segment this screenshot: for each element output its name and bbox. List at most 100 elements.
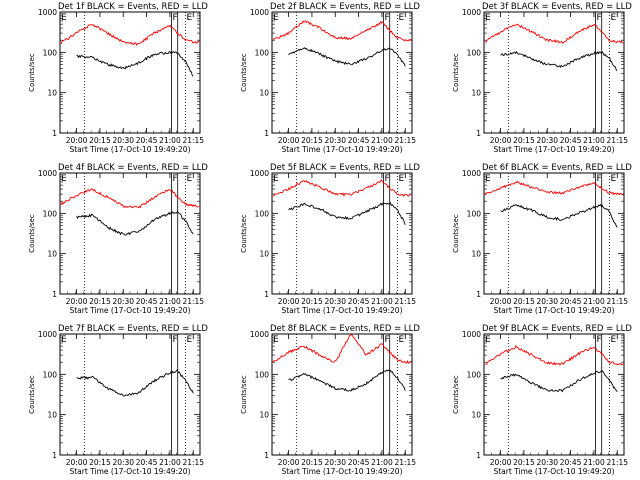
y-tick-label: 10 xyxy=(47,250,57,259)
x-axis-label: Start Time (17-Oct-10 19:49:20) xyxy=(69,467,190,476)
y-tick-label: 1 xyxy=(476,451,481,460)
y-tick-label: 10 xyxy=(47,89,57,98)
x-tick-label: 20:00 xyxy=(490,458,512,467)
series-events-line xyxy=(76,50,194,77)
y-tick-label: 1000 xyxy=(38,169,57,178)
y-tick-label: 1 xyxy=(264,290,269,299)
y-axis-label: Counts/sec xyxy=(452,375,460,414)
y-axis-label: Counts/sec xyxy=(452,53,460,92)
x-tick-label: 20:00 xyxy=(66,297,88,306)
y-tick-label: 10 xyxy=(471,250,481,259)
y-tick-label: 1 xyxy=(52,290,57,299)
panel-title: Det 4f BLACK = Events, RED = LLD xyxy=(58,163,208,173)
x-tick-label: 20:15 xyxy=(301,458,323,467)
series-lld-line xyxy=(484,345,624,366)
x-tick-label: 21:00 xyxy=(371,136,393,145)
y-tick-label: 1000 xyxy=(462,330,481,339)
x-tick-label: 20:30 xyxy=(324,297,346,306)
series-lld-line xyxy=(272,334,412,365)
eclipse-marker-label: E xyxy=(398,13,404,23)
x-tick-label: 21:15 xyxy=(606,297,628,306)
plot-frame xyxy=(271,172,413,295)
flare-marker-label: F xyxy=(384,174,389,184)
series-events-line xyxy=(288,47,406,67)
y-tick-label: 10 xyxy=(471,411,481,420)
x-tick-label: 20:45 xyxy=(136,297,158,306)
x-tick-label: 21:15 xyxy=(394,297,416,306)
flare-marker-label: F xyxy=(596,335,601,345)
y-tick-label: 1 xyxy=(52,129,57,138)
x-tick-label: 20:45 xyxy=(348,136,370,145)
x-tick-label: 20:00 xyxy=(66,136,88,145)
chart-panel-5: Det 5f BLACK = Events, RED = LLD 1 10 100 10… xyxy=(240,163,420,315)
x-tick-label: 20:45 xyxy=(136,458,158,467)
eclipse-marker-label: E xyxy=(398,335,404,345)
y-axis-label: Counts/sec xyxy=(240,214,248,253)
plot-frame xyxy=(483,11,625,134)
panel-title: Det 7f BLACK = Events, RED = LLD xyxy=(58,324,208,334)
y-tick-label: 1000 xyxy=(250,8,269,17)
flare-marker-label: F xyxy=(172,335,177,345)
chart-panel-8: Det 8f BLACK = Events, RED = LLD 1 10 100 10… xyxy=(240,324,420,476)
x-tick-label: 20:30 xyxy=(112,136,134,145)
x-tick-label: 20:00 xyxy=(278,297,300,306)
chart-panel-4: Det 4f BLACK = Events, RED = LLD 1 10 100 10… xyxy=(28,163,208,315)
x-tick-label: 20:00 xyxy=(490,297,512,306)
y-tick-label: 1000 xyxy=(250,169,269,178)
x-tick-label: 20:30 xyxy=(112,297,134,306)
chart-panel-6: Det 6f BLACK = Events, RED = LLD 1 10 100 10… xyxy=(452,163,632,315)
x-tick-label: 21:15 xyxy=(606,458,628,467)
y-tick-label: 1000 xyxy=(462,8,481,17)
x-tick-label: 21:15 xyxy=(394,458,416,467)
y-tick-label: 100 xyxy=(467,48,482,57)
y-tick-label: 1000 xyxy=(38,8,57,17)
y-tick-label: 1 xyxy=(476,129,481,138)
x-tick-label: 20:30 xyxy=(324,458,346,467)
eclipse-marker-label: E xyxy=(186,335,192,345)
series-lld-line xyxy=(272,178,412,198)
x-tick-label: 20:00 xyxy=(278,458,300,467)
series-events-line xyxy=(500,203,618,228)
x-tick-label: 20:45 xyxy=(560,297,582,306)
eclipse-marker-label: E xyxy=(273,174,279,184)
chart-panel-9: Det 9f BLACK = Events, RED = LLD 1 10 100 10… xyxy=(452,324,632,476)
x-tick-label: 20:15 xyxy=(89,458,111,467)
y-axis-label: Counts/sec xyxy=(240,53,248,92)
x-tick-label: 20:30 xyxy=(324,136,346,145)
y-tick-label: 1 xyxy=(52,451,57,460)
y-tick-label: 1 xyxy=(264,451,269,460)
x-tick-label: 21:15 xyxy=(182,297,204,306)
panel-title: Det 6f BLACK = Events, RED = LLD xyxy=(482,163,632,173)
x-tick-label: 21:00 xyxy=(159,458,181,467)
eclipse-marker-label: E xyxy=(485,174,491,184)
x-tick-label: 20:15 xyxy=(301,297,323,306)
y-tick-label: 10 xyxy=(259,250,269,259)
x-axis-label: Start Time (17-Oct-10 19:49:20) xyxy=(281,306,402,315)
panel-title: Det 5f BLACK = Events, RED = LLD xyxy=(270,163,420,173)
x-tick-label: 20:30 xyxy=(536,136,558,145)
flare-marker-label: F xyxy=(172,174,177,184)
y-tick-label: 100 xyxy=(255,209,270,218)
x-axis-label: Start Time (17-Oct-10 19:49:20) xyxy=(281,145,402,154)
x-tick-label: 20:15 xyxy=(89,136,111,145)
eclipse-marker-label: E xyxy=(61,13,67,23)
y-tick-label: 10 xyxy=(47,411,57,420)
x-axis-label: Start Time (17-Oct-10 19:49:20) xyxy=(69,306,190,315)
panel-title: Det 9f BLACK = Events, RED = LLD xyxy=(482,324,632,334)
x-tick-label: 20:15 xyxy=(301,136,323,145)
eclipse-marker-label: E xyxy=(273,335,279,345)
panel-title: Det 3f BLACK = Events, RED = LLD xyxy=(482,2,632,12)
eclipse-marker-label: E xyxy=(485,335,491,345)
flare-marker-label: F xyxy=(384,335,389,345)
x-tick-label: 20:45 xyxy=(560,458,582,467)
eclipse-marker-label: E xyxy=(186,13,192,23)
x-tick-label: 20:00 xyxy=(490,136,512,145)
x-tick-label: 21:00 xyxy=(583,458,605,467)
flare-marker-label: F xyxy=(596,13,601,23)
eclipse-marker-label: E xyxy=(186,174,192,184)
x-tick-label: 20:30 xyxy=(112,458,134,467)
series-events-line xyxy=(288,369,406,392)
y-tick-label: 100 xyxy=(43,48,58,57)
eclipse-marker-label: E xyxy=(273,13,279,23)
x-tick-label: 20:45 xyxy=(560,136,582,145)
